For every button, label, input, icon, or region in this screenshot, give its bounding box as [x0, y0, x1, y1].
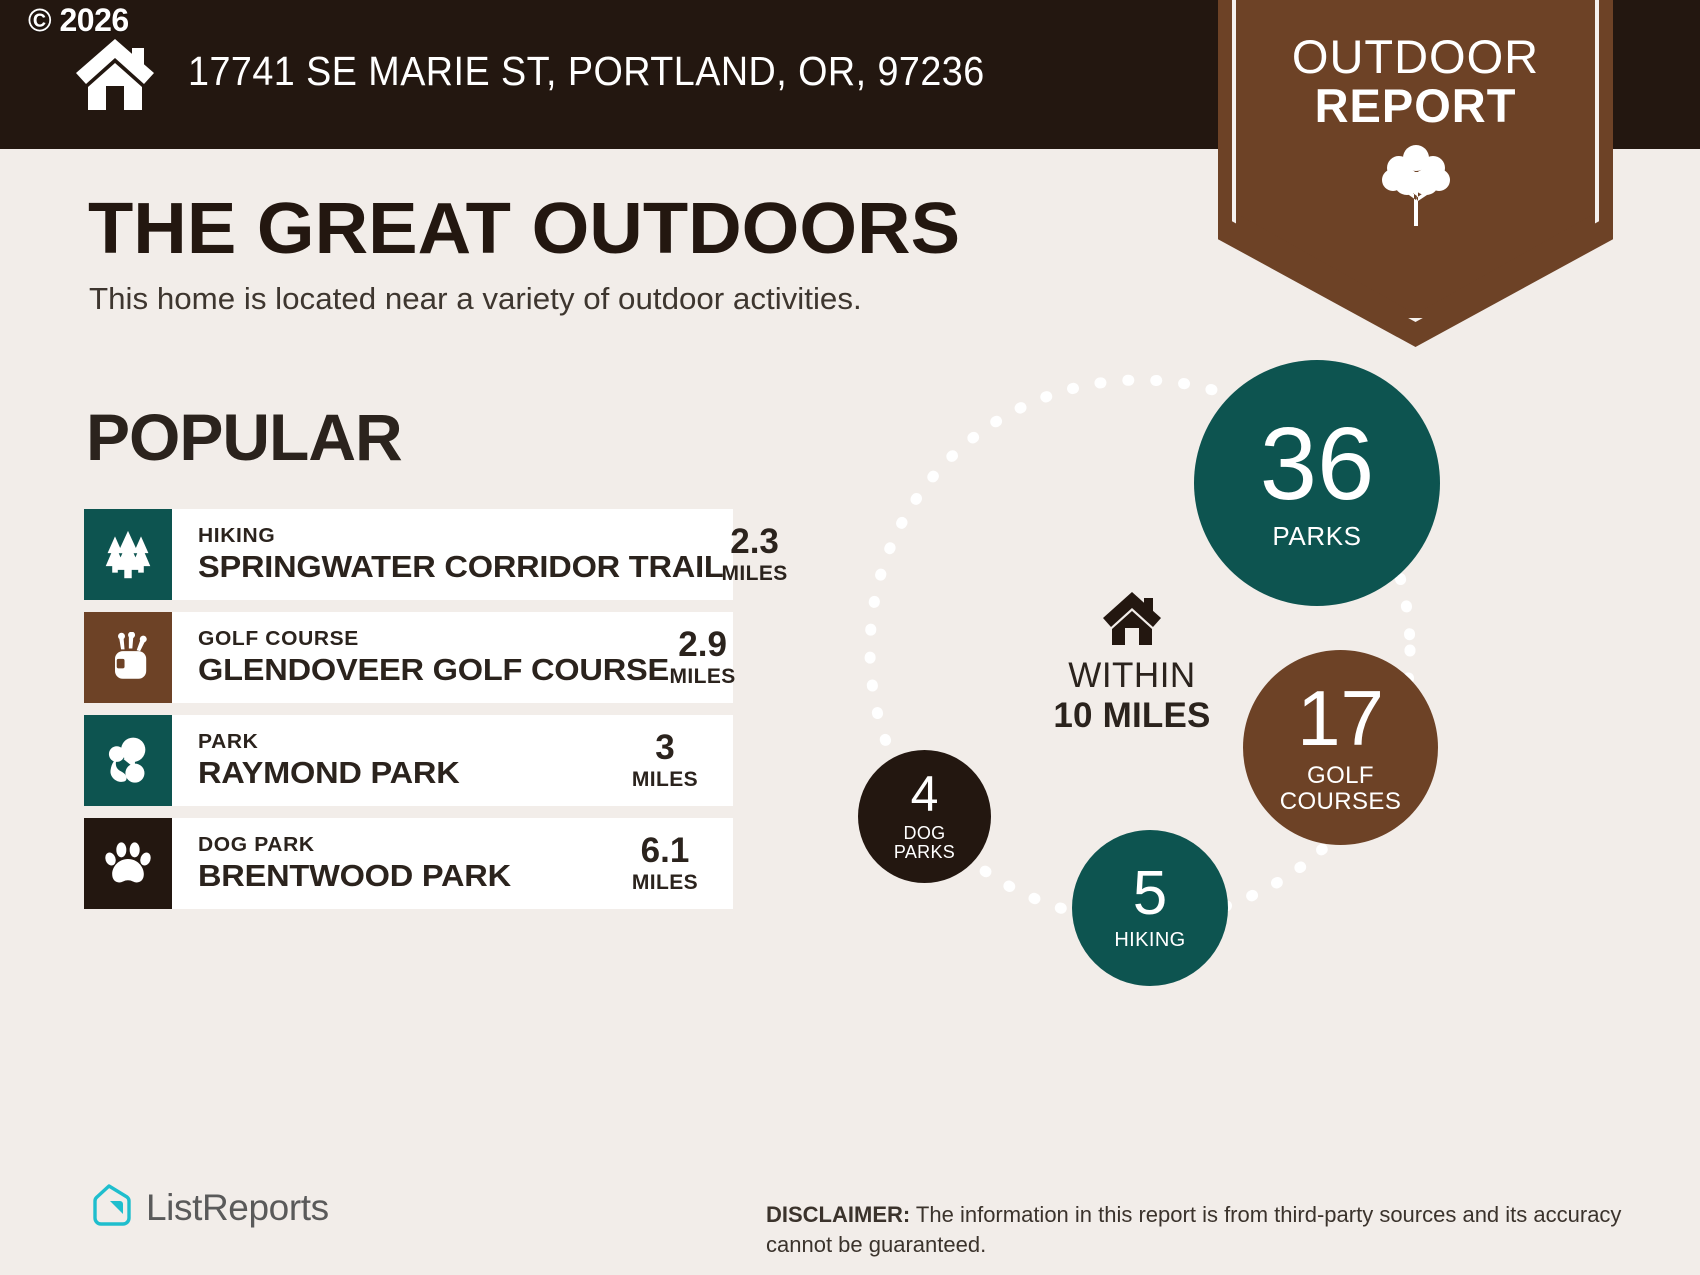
- copyright-label: © 2026: [28, 2, 129, 38]
- bubble-parks-label: PARKS: [1272, 521, 1362, 552]
- list-item-text: DOG PARK BRENTWOOD PARK: [172, 818, 609, 909]
- golf-bag-icon: [84, 612, 172, 703]
- list-item-distance: 6.1 MILES: [609, 818, 733, 909]
- list-item-text: GOLF COURSE GLENDOVEER GOLF COURSE: [172, 612, 669, 703]
- listreports-logo-text: ListReports: [146, 1186, 329, 1228]
- park-tree-icon: [84, 715, 172, 806]
- distance-unit: MILES: [631, 767, 699, 791]
- list-item-text: HIKING SPRINGWATER CORRIDOR TRAIL: [172, 509, 724, 600]
- distance-unit: MILES: [721, 561, 788, 585]
- page-title: THE GREAT OUTDOORS: [88, 189, 961, 269]
- tree-icon: [1218, 142, 1613, 233]
- home-icon: [1022, 590, 1242, 651]
- bubble-golf-value: 17: [1297, 674, 1384, 763]
- list-item[interactable]: HIKING SPRINGWATER CORRIDOR TRAIL 2.3 MI…: [84, 509, 787, 600]
- disclaimer: DISCLAIMER: The information in this repo…: [766, 1200, 1646, 1259]
- distance-value: 3: [655, 727, 675, 767]
- list-item-text: PARK RAYMOND PARK: [172, 715, 609, 806]
- list-item[interactable]: DOG PARK BRENTWOOD PARK 6.1 MILES: [84, 818, 733, 909]
- pine-trees-icon: [84, 509, 172, 600]
- bubble-golf-label-line1: GOLF: [1307, 762, 1374, 790]
- outdoor-report-badge: OUTDOOR REPORT: [1218, 0, 1613, 347]
- list-item-name: SPRINGWATER CORRIDOR TRAIL: [198, 549, 724, 585]
- bubble-dog-value: 4: [910, 766, 939, 823]
- bubble-parks-value: 36: [1259, 406, 1375, 522]
- list-item-category: PARK: [198, 731, 259, 754]
- badge-border: [1232, 0, 1599, 322]
- bubble-golf-label-line2: COURSES: [1279, 787, 1402, 815]
- paw-print-icon: [84, 818, 172, 909]
- list-item-name: BRENTWOOD PARK: [198, 858, 511, 894]
- bubble-hiking[interactable]: 5 HIKING: [1072, 830, 1228, 986]
- badge-title-line1: OUTDOOR: [1291, 30, 1540, 83]
- list-item-name: GLENDOVEER GOLF COURSE: [198, 652, 670, 688]
- bubble-golf-courses[interactable]: 17 GOLF COURSES: [1243, 650, 1438, 845]
- home-icon: [74, 37, 156, 112]
- list-item-category: GOLF COURSE: [198, 628, 359, 651]
- bubble-hiking-value: 5: [1132, 858, 1168, 928]
- popular-list: HIKING SPRINGWATER CORRIDOR TRAIL 2.3 MI…: [84, 509, 787, 921]
- disclaimer-label: DISCLAIMER:: [766, 1202, 911, 1227]
- distance-unit: MILES: [631, 870, 699, 894]
- list-item-category: HIKING: [198, 525, 276, 548]
- listreports-logo[interactable]: ListReports: [88, 1183, 329, 1232]
- list-item-distance: 2.3 MILES: [699, 509, 823, 600]
- within-10-miles-chart: 36 PARKS 17 GOLF COURSES 5 HIKING 4 DOG …: [830, 350, 1530, 1050]
- popular-heading: POPULAR: [86, 400, 403, 474]
- list-item[interactable]: PARK RAYMOND PARK 3 MILES: [84, 715, 733, 806]
- bubble-dog-label: DOG PARKS: [893, 822, 956, 862]
- property-address: 17741 SE MARIE ST, PORTLAND, OR, 97236: [188, 48, 985, 94]
- distance-value: 2.9: [678, 624, 727, 664]
- chart-center-line2: 10 MILES: [1053, 695, 1211, 735]
- bubble-dog-label-line1: DOG: [903, 822, 946, 843]
- list-item-distance: 3 MILES: [609, 715, 733, 806]
- listreports-house-icon: [88, 1183, 132, 1232]
- distance-value: 2.3: [730, 521, 779, 561]
- list-item-distance: 2.9 MILES: [647, 612, 771, 703]
- disclaimer-text: The information in this report is from t…: [766, 1202, 1622, 1257]
- bubble-golf-label: GOLF COURSES: [1279, 762, 1402, 815]
- bubble-parks[interactable]: 36 PARKS: [1194, 360, 1440, 606]
- distance-value: 6.1: [640, 830, 690, 870]
- page-subtitle: This home is located near a variety of o…: [89, 281, 862, 316]
- bubble-dog-label-line2: PARKS: [893, 841, 956, 862]
- list-item-name: RAYMOND PARK: [198, 755, 460, 791]
- distance-unit: MILES: [669, 664, 736, 688]
- chart-center-label: WITHIN 10 MILES: [1022, 590, 1242, 736]
- bubble-hiking-label: HIKING: [1114, 929, 1186, 952]
- badge-title: OUTDOOR REPORT: [1218, 32, 1613, 131]
- bubble-dog-parks[interactable]: 4 DOG PARKS: [858, 750, 991, 883]
- list-item-category: DOG PARK: [198, 834, 315, 857]
- list-item[interactable]: GOLF COURSE GLENDOVEER GOLF COURSE 2.9 M…: [84, 612, 735, 703]
- chart-center-line1: WITHIN: [1068, 656, 1196, 695]
- badge-title-line2: REPORT: [1314, 79, 1517, 133]
